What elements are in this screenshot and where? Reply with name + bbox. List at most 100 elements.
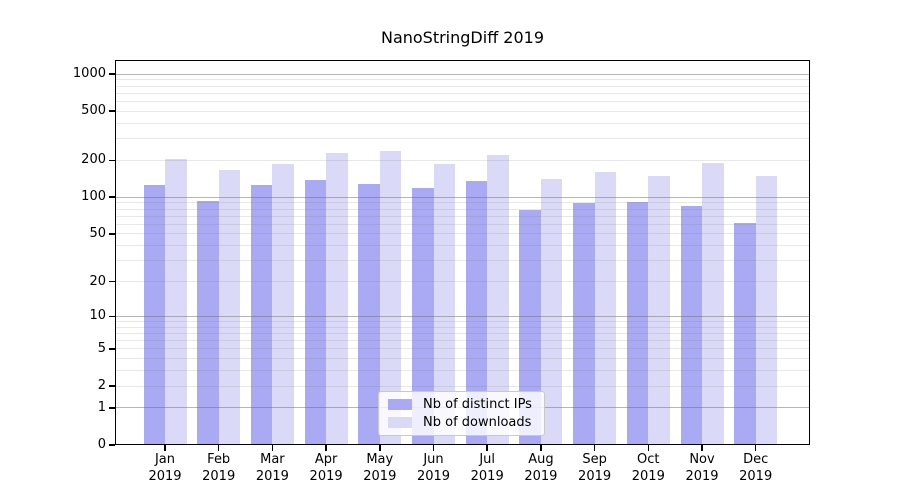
bar-distinct-ips-jul bbox=[465, 180, 488, 445]
y-tick-200 bbox=[109, 159, 115, 162]
gridline-400 bbox=[115, 122, 810, 124]
y-tick-label-1: 1 bbox=[97, 399, 106, 415]
bar-downloads-jul bbox=[487, 155, 509, 445]
gridline-9 bbox=[115, 320, 810, 322]
bar-distinct-ips-oct bbox=[626, 202, 649, 445]
gridline-500 bbox=[115, 110, 810, 112]
legend-item-downloads: Nb of downloads bbox=[388, 415, 532, 430]
gridline-7 bbox=[115, 332, 810, 334]
legend: Nb of distinct IPs Nb of downloads bbox=[378, 391, 545, 436]
y-tick-20 bbox=[109, 280, 115, 283]
y-tick-label-500: 500 bbox=[81, 103, 106, 119]
gridline-20 bbox=[115, 281, 810, 283]
y-tick-label-20: 20 bbox=[89, 273, 106, 289]
x-tick-jun bbox=[432, 445, 435, 451]
gridline-900 bbox=[115, 79, 810, 81]
bar-distinct-ips-nov bbox=[680, 206, 702, 445]
bar-downloads-nov bbox=[702, 163, 724, 445]
y-tick-label-100: 100 bbox=[81, 189, 106, 205]
bar-downloads-apr bbox=[326, 153, 348, 445]
x-tick-label-mar: Mar 2019 bbox=[255, 452, 289, 484]
x-tick-label-sep: Sep 2019 bbox=[578, 452, 612, 484]
bar-distinct-ips-sep bbox=[573, 202, 595, 445]
gridline-300 bbox=[115, 138, 810, 140]
y-tick-label-0: 0 bbox=[97, 437, 106, 452]
x-tick-nov bbox=[701, 445, 703, 451]
x-tick-jul bbox=[486, 445, 488, 451]
y-tick-label-200: 200 bbox=[81, 152, 106, 168]
gridline-2 bbox=[115, 385, 810, 387]
x-tick-label-may: May 2019 bbox=[363, 452, 397, 484]
gridline-80 bbox=[115, 208, 810, 210]
x-tick-apr bbox=[325, 445, 327, 451]
gridline-4 bbox=[115, 358, 810, 360]
legend-swatch-downloads bbox=[388, 417, 412, 428]
bar-downloads-oct bbox=[648, 175, 670, 445]
gridline-6 bbox=[115, 340, 810, 342]
y-tick-2 bbox=[109, 385, 115, 387]
bar-downloads-sep bbox=[594, 171, 617, 445]
x-tick-may bbox=[379, 445, 381, 451]
x-tick-jan bbox=[164, 445, 166, 451]
y-tick-100 bbox=[109, 196, 115, 198]
legend-label-distinct-ips: Nb of distinct IPs bbox=[423, 397, 532, 412]
bar-distinct-ips-jan bbox=[143, 184, 165, 445]
gridline-10 bbox=[115, 315, 810, 317]
legend-swatch-distinct-ips bbox=[388, 399, 412, 410]
x-tick-label-apr: Apr 2019 bbox=[309, 452, 343, 484]
plot-area: Nb of distinct IPs Nb of downloads bbox=[115, 60, 810, 445]
legend-label-downloads: Nb of downloads bbox=[423, 415, 532, 430]
y-tick-label-2: 2 bbox=[97, 378, 106, 394]
x-tick-dec bbox=[754, 445, 757, 451]
bar-distinct-ips-feb bbox=[197, 200, 219, 445]
gridline-200 bbox=[115, 159, 810, 161]
x-tick-label-jun: Jun 2019 bbox=[416, 452, 451, 484]
legend-item-distinct-ips: Nb of distinct IPs bbox=[388, 397, 532, 412]
x-tick-label-nov: Nov 2019 bbox=[685, 452, 719, 484]
gridline-40 bbox=[115, 245, 810, 247]
chart-title: NanoStringDiff 2019 bbox=[380, 28, 545, 47]
gridline-90 bbox=[115, 202, 810, 204]
gridline-1000 bbox=[115, 73, 810, 75]
x-tick-label-aug: Aug 2019 bbox=[524, 452, 558, 484]
gridline-800 bbox=[115, 85, 810, 87]
bar-downloads-aug bbox=[540, 178, 563, 445]
y-tick-5 bbox=[109, 348, 115, 350]
y-tick-label-50: 50 bbox=[89, 225, 106, 241]
x-tick-mar bbox=[271, 445, 274, 451]
gridline-50 bbox=[115, 233, 810, 235]
bar-downloads-may bbox=[379, 151, 402, 445]
x-tick-label-feb: Feb 2019 bbox=[202, 452, 236, 484]
bar-distinct-ips-may bbox=[358, 184, 380, 445]
y-tick-label-1000: 1000 bbox=[72, 66, 106, 82]
x-tick-label-oct: Oct 2019 bbox=[631, 452, 665, 484]
bar-downloads-jan bbox=[165, 158, 187, 445]
x-tick-sep bbox=[593, 445, 596, 451]
gridline-600 bbox=[115, 100, 810, 102]
bar-downloads-mar bbox=[272, 164, 294, 445]
gridline-100 bbox=[115, 196, 810, 198]
gridline-70 bbox=[115, 215, 810, 217]
y-tick-label-5: 5 bbox=[97, 340, 106, 356]
y-tick-label-10: 10 bbox=[89, 308, 106, 324]
x-tick-feb bbox=[217, 445, 220, 451]
gridline-8 bbox=[115, 326, 810, 328]
y-tick-0 bbox=[109, 444, 115, 446]
gridline-60 bbox=[115, 223, 810, 225]
bar-distinct-ips-aug bbox=[519, 209, 541, 445]
x-tick-label-jul: Jul 2019 bbox=[470, 452, 504, 484]
gridline-3 bbox=[115, 370, 810, 372]
gridline-700 bbox=[115, 92, 810, 94]
bar-distinct-ips-apr bbox=[304, 180, 327, 445]
x-tick-aug bbox=[540, 445, 542, 451]
gridline-30 bbox=[115, 260, 810, 262]
gridlines-layer bbox=[115, 60, 810, 445]
x-tick-label-dec: Dec 2019 bbox=[739, 452, 773, 484]
bar-downloads-jun bbox=[433, 163, 455, 445]
y-tick-10 bbox=[109, 315, 115, 317]
y-tick-500 bbox=[109, 110, 115, 112]
bar-downloads-dec bbox=[755, 176, 778, 445]
bars-layer bbox=[115, 60, 810, 445]
gridline-5 bbox=[115, 348, 810, 350]
